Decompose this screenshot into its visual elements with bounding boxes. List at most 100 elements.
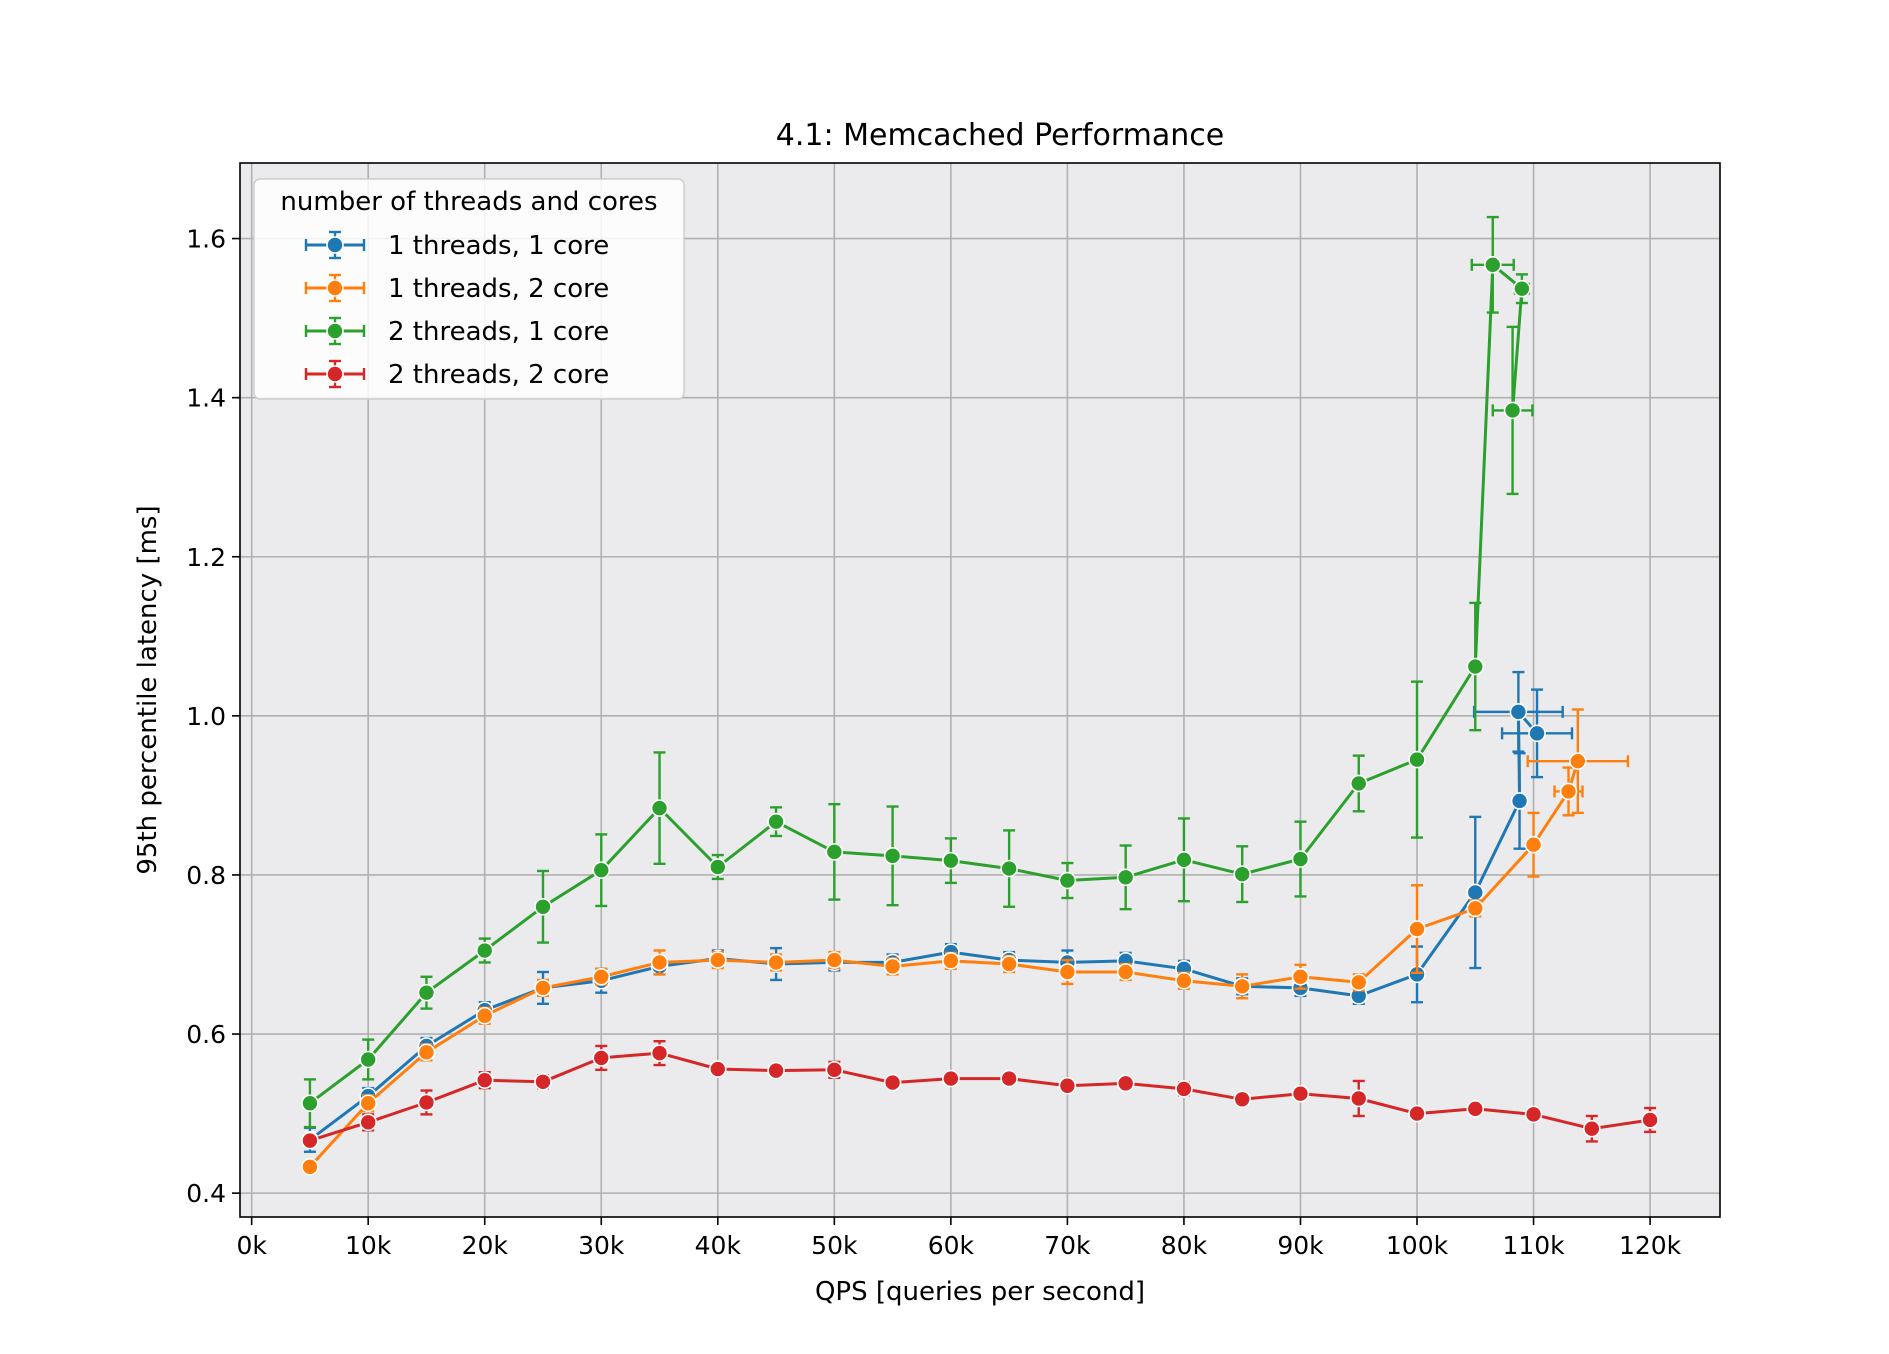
legend-label: 1 threads, 1 core <box>388 231 609 261</box>
series-4 <box>301 1040 1659 1150</box>
data-point <box>883 957 902 976</box>
data-point <box>1466 899 1485 918</box>
legend-label: 2 threads, 2 core <box>388 360 609 390</box>
data-point <box>1528 724 1546 743</box>
ticks: 0k 10k 20k 30k 40k 50k 60k 70k 80k 90k 100k 110k 120… <box>186 225 1681 1260</box>
x-tick-label: 70k <box>1044 1231 1091 1260</box>
data-point <box>359 1113 377 1132</box>
legend-entries: 1 threads, 1 core 1 threads, 2 core 2 thre… <box>304 230 609 390</box>
x-tick-label: 120k <box>1619 1231 1682 1260</box>
data-point <box>1524 1105 1543 1124</box>
data-point <box>1233 977 1252 996</box>
data-point <box>1291 1084 1310 1103</box>
data-point <box>825 951 844 969</box>
data-point <box>1513 279 1531 298</box>
y-tick-label: 1.2 <box>186 543 226 572</box>
legend-marker <box>326 322 344 340</box>
y-tick-label: 1.6 <box>186 225 226 254</box>
data-point <box>1175 971 1193 990</box>
data-point <box>1559 782 1578 801</box>
data-point <box>534 979 552 997</box>
data-point <box>708 858 727 876</box>
x-axis-label: QPS [queries per second] <box>815 1277 1145 1307</box>
data-point <box>475 1071 494 1089</box>
data-point <box>1510 792 1529 810</box>
y-tick-label: 1.0 <box>186 702 226 731</box>
data-point <box>708 1060 727 1078</box>
series-3 <box>301 215 1534 1129</box>
data-point <box>1524 835 1543 854</box>
legend-entry: 1 threads, 1 core <box>304 230 609 261</box>
data-point <box>359 1050 377 1069</box>
data-point <box>534 1072 552 1091</box>
data-point <box>1116 868 1135 887</box>
x-tick-label: 10k <box>345 1231 392 1260</box>
data-point <box>1058 1076 1077 1095</box>
data-point <box>1569 752 1587 770</box>
x-tick-label: 20k <box>462 1231 509 1260</box>
legend-label: 1 threads, 2 core <box>388 274 609 304</box>
data-point <box>1408 750 1426 769</box>
data-point <box>1233 865 1252 883</box>
data-point <box>650 1044 669 1062</box>
data-point <box>1349 774 1368 793</box>
data-point <box>1641 1111 1659 1129</box>
data-point <box>650 953 669 972</box>
data-point <box>942 1069 960 1088</box>
x-tick-label: 110k <box>1502 1231 1565 1260</box>
legend-box <box>253 178 685 400</box>
data-point <box>534 897 552 916</box>
series-layer <box>301 215 1659 1176</box>
legend: number of threads and cores 1 threads, 1… <box>253 178 685 400</box>
data-point <box>1116 1074 1135 1093</box>
series-line <box>308 760 1580 1168</box>
data-point <box>1116 963 1135 981</box>
data-point <box>1291 850 1310 868</box>
legend-entry: 2 threads, 2 core <box>304 359 609 390</box>
data-point <box>592 967 611 986</box>
data-point <box>1233 1090 1252 1109</box>
data-point <box>942 851 960 870</box>
data-point <box>417 983 436 1002</box>
data-point <box>475 1006 494 1025</box>
legend-title: number of threads and cores <box>280 187 657 217</box>
data-point <box>1291 967 1310 986</box>
data-point <box>359 1094 377 1113</box>
data-point <box>825 843 844 861</box>
data-point <box>1408 1104 1426 1123</box>
data-point <box>417 1093 436 1112</box>
x-tick-label: 30k <box>578 1231 625 1260</box>
data-point <box>417 1043 436 1062</box>
data-point <box>942 952 960 970</box>
data-point <box>767 812 785 831</box>
data-point <box>1509 703 1528 721</box>
data-point <box>1583 1119 1601 1138</box>
x-tick-label: 100k <box>1386 1231 1449 1260</box>
legend-label: 2 threads, 1 core <box>388 317 609 347</box>
y-axis-label: 95th percentile latency [ms] <box>133 505 163 874</box>
data-point <box>1349 1089 1368 1108</box>
data-point <box>475 941 494 960</box>
x-tick-label: 80k <box>1161 1231 1208 1260</box>
data-point <box>1466 883 1485 902</box>
data-point <box>301 1158 319 1176</box>
y-tick-label: 0.6 <box>186 1020 226 1049</box>
series-2 <box>301 708 1630 1176</box>
chart-title: 4.1: Memcached Performance <box>776 118 1224 153</box>
series-line <box>309 1051 1651 1143</box>
data-point <box>1058 871 1077 890</box>
data-point <box>301 1131 319 1150</box>
data-point <box>301 1094 319 1113</box>
data-point <box>1349 973 1368 992</box>
x-tick-label: 60k <box>928 1231 975 1260</box>
data-point <box>1483 256 1502 274</box>
x-tick-label: 50k <box>811 1231 858 1260</box>
x-tick-label: 90k <box>1277 1231 1324 1260</box>
data-point <box>1175 1080 1193 1098</box>
legend-marker <box>326 365 344 383</box>
data-point <box>883 847 902 865</box>
data-point <box>708 951 727 969</box>
legend-entry: 2 threads, 1 core <box>304 316 609 347</box>
data-point <box>650 799 669 817</box>
